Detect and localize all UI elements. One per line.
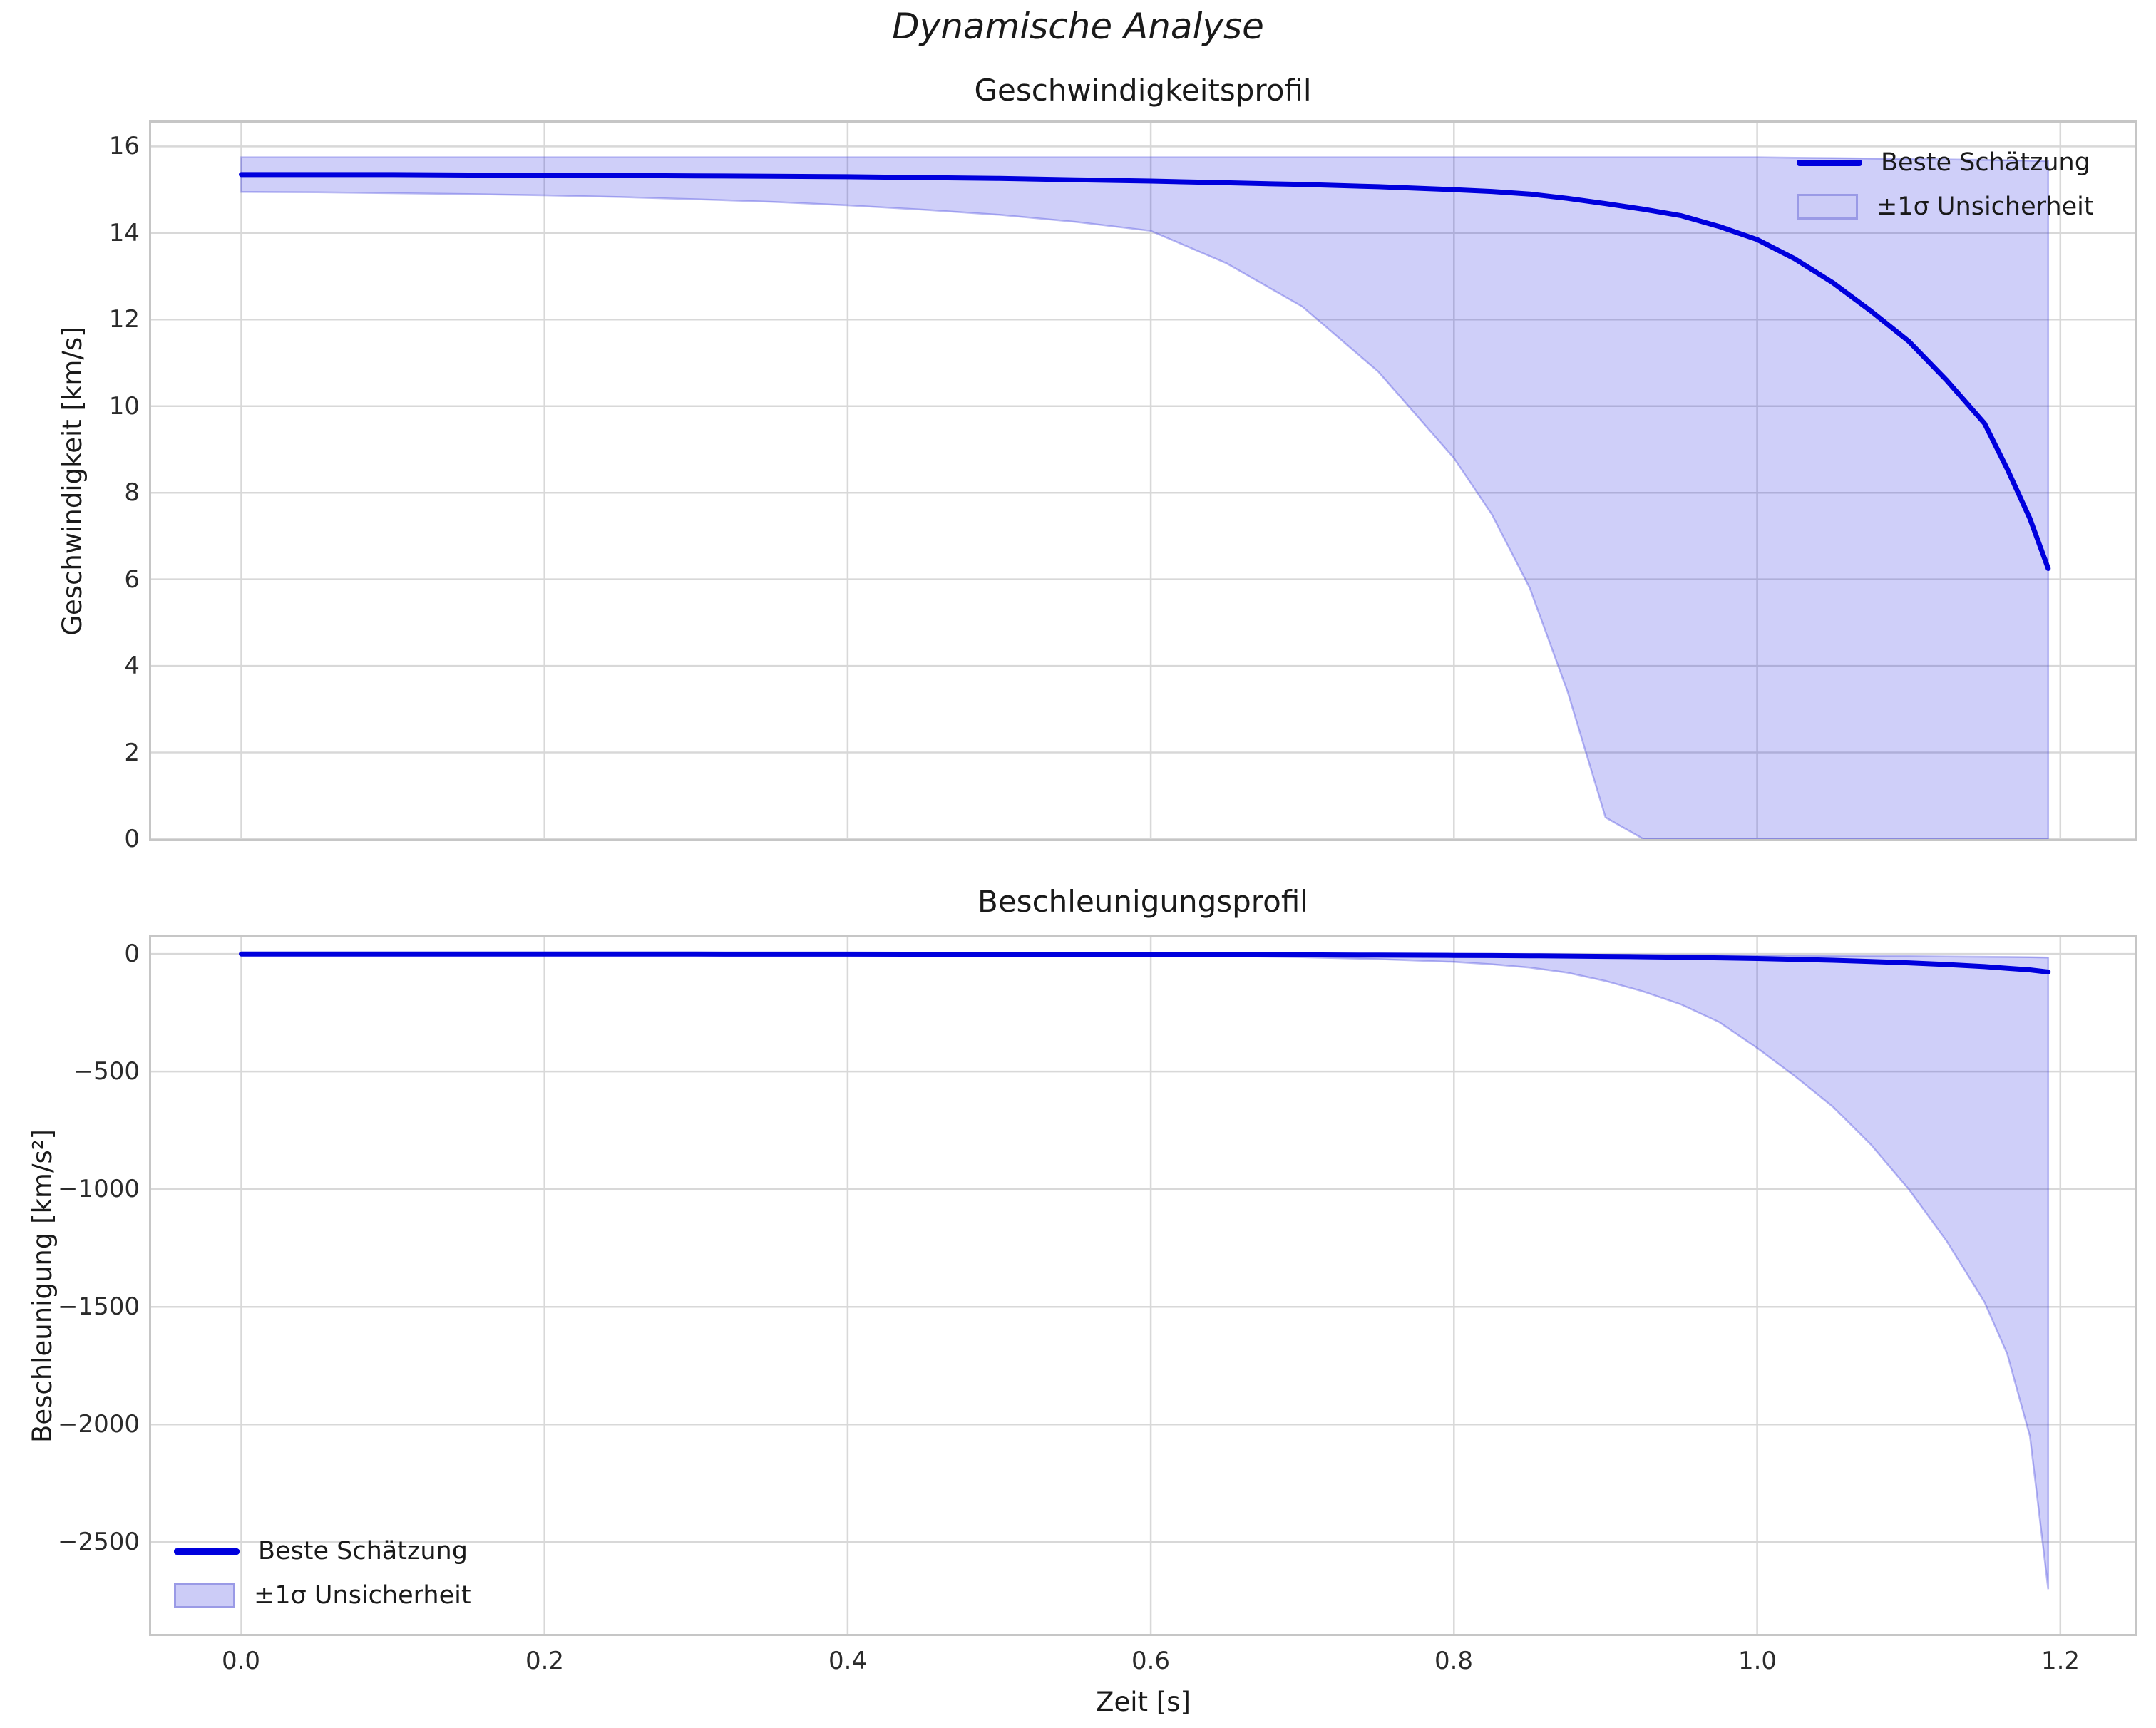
uncertainty-band	[240, 952, 2050, 1590]
y-tick: −1500	[57, 1292, 140, 1321]
legend-item-uncertainty: ±1σ Unsicherheit	[174, 1580, 471, 1611]
y-tick: 0	[124, 940, 140, 968]
best-estimate-line	[239, 951, 2051, 974]
y-tick: −2000	[57, 1410, 140, 1439]
acceleration-y-axis-label: Beschleunigung [km/s²]	[27, 1129, 58, 1443]
acceleration-chart	[151, 937, 2135, 1634]
band-swatch-icon	[174, 1583, 235, 1608]
line-swatch-icon	[1797, 159, 1862, 166]
legend-item-best-estimate: Beste Schätzung	[174, 1536, 471, 1567]
best-estimate-line	[239, 172, 2051, 571]
legend-item-best-estimate: Beste Schätzung	[1797, 147, 2094, 178]
legend-item-uncertainty: ±1σ Unsicherheit	[1797, 191, 2094, 222]
legend-label: Beste Schätzung	[258, 1537, 468, 1565]
x-axis-label: Zeit [s]	[1096, 1687, 1191, 1717]
x-tick: 0.4	[828, 1647, 868, 1675]
acceleration-plot-area	[149, 935, 2137, 1636]
x-tick: 0.8	[1434, 1647, 1474, 1675]
figure-title: Dynamische Analyse	[892, 6, 1264, 47]
x-tick: 1.2	[2040, 1647, 2080, 1675]
y-tick: −1000	[57, 1175, 140, 1203]
legend-label: ±1σ Unsicherheit	[254, 1581, 471, 1610]
y-tick: 10	[108, 392, 140, 421]
velocity-plot-title: Geschwindigkeitsprofil	[974, 73, 1312, 108]
y-tick: −500	[73, 1057, 140, 1086]
legend-label: Beste Schätzung	[1881, 148, 2090, 177]
x-tick: 0.6	[1131, 1647, 1171, 1675]
y-tick: 6	[124, 565, 140, 594]
band-swatch-icon	[1797, 194, 1858, 220]
y-tick: −2500	[57, 1528, 140, 1556]
y-tick: 4	[124, 652, 140, 680]
legend-label: ±1σ Unsicherheit	[1877, 192, 2094, 221]
acceleration-legend: Beste Schätzung ±1σ Unsicherheit	[174, 1536, 471, 1611]
acceleration-plot-title: Beschleunigungsprofil	[977, 884, 1308, 919]
x-tick: 0.2	[525, 1647, 565, 1675]
y-tick: 14	[108, 219, 140, 247]
y-tick: 16	[108, 132, 140, 160]
y-tick: 0	[124, 825, 140, 853]
line-swatch-icon	[174, 1548, 240, 1555]
velocity-plot-area	[149, 120, 2137, 841]
velocity-legend: Beste Schätzung ±1σ Unsicherheit	[1797, 147, 2094, 222]
x-tick: 0.0	[221, 1647, 261, 1675]
x-tick: 1.0	[1737, 1647, 1777, 1675]
y-tick: 2	[124, 739, 140, 767]
uncertainty-band	[240, 156, 2050, 839]
y-tick: 8	[124, 478, 140, 507]
velocity-chart	[151, 123, 2135, 839]
y-tick: 12	[108, 305, 140, 334]
